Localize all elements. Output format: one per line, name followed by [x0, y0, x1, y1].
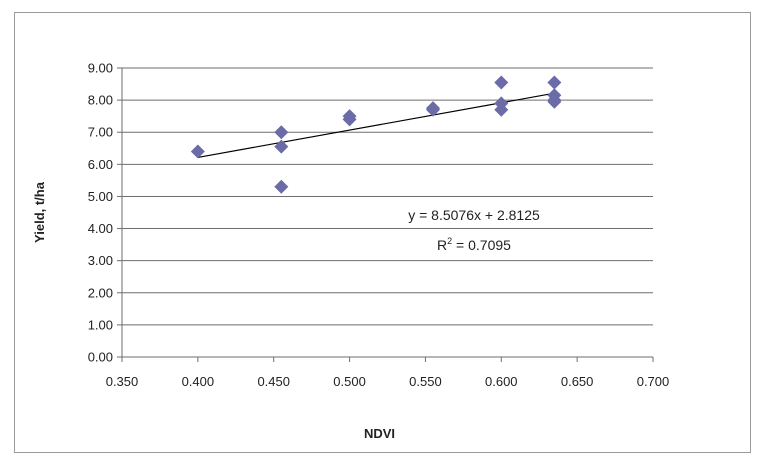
y-tick-label: 7.00 — [88, 125, 113, 140]
x-tick-label: 0.600 — [485, 374, 518, 389]
data-point — [494, 102, 509, 117]
y-axis-title: Yield, t/ha — [32, 181, 47, 243]
gridlines — [117, 67, 653, 358]
data-point — [547, 75, 562, 90]
chart-frame: 0.00 1.00 2.00 3.00 4.00 5.00 6.00 7.00 8.00 9.00… — [14, 12, 751, 453]
y-tick-label: 9.00 — [88, 61, 113, 76]
x-axis-title: NDVI — [364, 426, 395, 441]
r-squared-label: R2 = 0.7095 — [437, 236, 511, 253]
x-tick-label: 0.700 — [637, 374, 670, 389]
y-tick-label: 4.00 — [88, 221, 113, 236]
y-tick-label: 6.00 — [88, 157, 113, 172]
y-tick-labels: 0.00 1.00 2.00 3.00 4.00 5.00 6.00 7.00 8.00 9.00 — [88, 61, 113, 365]
y-tick-label: 5.00 — [88, 189, 113, 204]
data-point — [494, 75, 509, 90]
axes — [121, 68, 653, 358]
x-tick-label: 0.450 — [257, 374, 290, 389]
y-tick-label: 0.00 — [88, 350, 113, 365]
data-points — [190, 75, 562, 194]
y-tick-label: 3.00 — [88, 253, 113, 268]
data-point — [274, 179, 289, 194]
y-tick-label: 1.00 — [88, 317, 113, 332]
regression-equation: y = 8.5076x + 2.8125 — [408, 207, 540, 223]
x-tick-label: 0.400 — [182, 374, 215, 389]
scatter-chart: 0.00 1.00 2.00 3.00 4.00 5.00 6.00 7.00 8.00 9.00… — [32, 61, 670, 442]
data-point — [547, 94, 562, 109]
x-tick-label: 0.350 — [106, 374, 139, 389]
x-tick-label: 0.550 — [409, 374, 442, 389]
data-point — [274, 139, 289, 154]
y-tick-label: 2.00 — [88, 285, 113, 300]
x-tick-labels: 0.350 0.400 0.450 0.500 0.550 0.600 0.650 0.700 — [106, 357, 670, 389]
data-point — [190, 144, 205, 159]
data-point — [342, 112, 357, 127]
data-point — [274, 125, 289, 140]
data-point — [426, 102, 441, 117]
x-tick-label: 0.650 — [561, 374, 594, 389]
x-tick-label: 0.500 — [333, 374, 366, 389]
y-tick-label: 8.00 — [88, 93, 113, 108]
